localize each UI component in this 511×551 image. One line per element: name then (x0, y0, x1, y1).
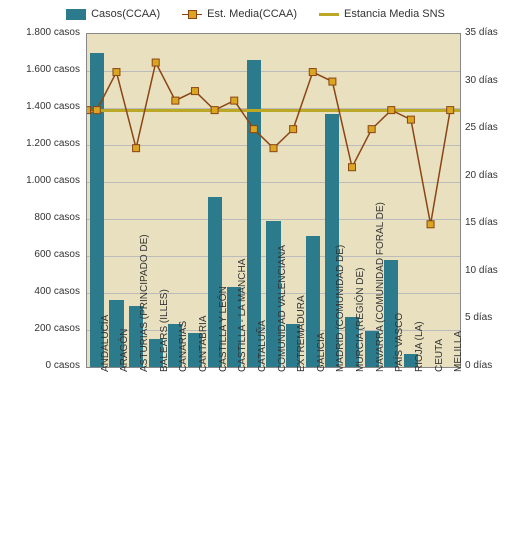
x-tick-label: MELILLA (453, 331, 464, 372)
legend-swatch-sns (319, 13, 339, 16)
y-left-tick-label: 1.200 casos (0, 138, 80, 149)
x-tick-label: CATALUÑA (257, 320, 268, 372)
x-tick-label: CASTILLA Y LEÓN (218, 286, 229, 372)
x-tick-label: RIOJA (LA) (414, 321, 425, 372)
x-tick-label: NAVARRA (COMUNIDAD FORAL DE) (375, 202, 386, 372)
x-tick-label: ASTURIAS (PRINCIPADO DE) (139, 234, 150, 372)
gridline (87, 71, 460, 72)
legend-item-sns: Estancia Media SNS (319, 8, 445, 20)
x-tick-label: PAÍS VASCO (394, 313, 405, 372)
gridline (87, 182, 460, 183)
x-tick-label: COMUNIDAD VALENCIANA (277, 245, 288, 372)
y-left-tick-label: 800 casos (0, 212, 80, 223)
x-tick-label: GALICIA (316, 333, 327, 372)
y-left-tick-label: 400 casos (0, 286, 80, 297)
y-left-tick-label: 200 casos (0, 323, 80, 334)
x-tick-label: MURCIA (REGIÓN DE) (355, 268, 366, 372)
x-tick-label: CASTILLA - LA MANCHA (237, 259, 248, 372)
y-right-tick-label: 25 días (465, 122, 498, 133)
y-left-tick-label: 1.600 casos (0, 64, 80, 75)
gridline (87, 145, 460, 146)
y-left-tick-label: 1.800 casos (0, 27, 80, 38)
x-tick-label: ARAGÓN (119, 329, 130, 372)
legend-item-bars: Casos(CCAA) (66, 8, 160, 20)
x-tick-label: CANTABRIA (198, 316, 209, 373)
y-left-tick-label: 600 casos (0, 249, 80, 260)
y-left-tick-label: 0 casos (0, 360, 80, 371)
legend-label-line: Est. Media(CCAA) (207, 8, 297, 20)
y-right-tick-label: 35 días (465, 27, 498, 38)
sns-line (87, 109, 460, 112)
y-left-tick-label: 1.000 casos (0, 175, 80, 186)
x-tick-label: EXTREMADURA (296, 295, 307, 372)
x-tick-label: ANDALUCÍA (100, 315, 111, 372)
x-tick-label: BALEARS (ILLES) (159, 289, 170, 372)
y-right-tick-label: 10 días (465, 265, 498, 276)
y-right-tick-label: 5 días (465, 312, 492, 323)
legend-label-bars: Casos(CCAA) (91, 8, 160, 20)
legend: Casos(CCAA) Est. Media(CCAA) Estancia Me… (0, 8, 511, 20)
y-left-tick-label: 1.400 casos (0, 101, 80, 112)
x-tick-label: CEUTA (434, 339, 445, 372)
legend-label-sns: Estancia Media SNS (344, 8, 445, 20)
x-tick-label: CANARIAS (178, 321, 189, 372)
y-right-tick-label: 15 días (465, 217, 498, 228)
legend-swatch-bars (66, 9, 86, 20)
legend-swatch-line (182, 9, 202, 20)
legend-item-line: Est. Media(CCAA) (182, 8, 297, 20)
chart: Casos(CCAA) Est. Media(CCAA) Estancia Me… (0, 0, 511, 551)
x-tick-label: MADRID (COMUNIDAD DE) (335, 245, 346, 372)
y-right-tick-label: 0 días (465, 360, 492, 371)
y-right-tick-label: 30 días (465, 75, 498, 86)
gridline (87, 219, 460, 220)
y-right-tick-label: 20 días (465, 170, 498, 181)
